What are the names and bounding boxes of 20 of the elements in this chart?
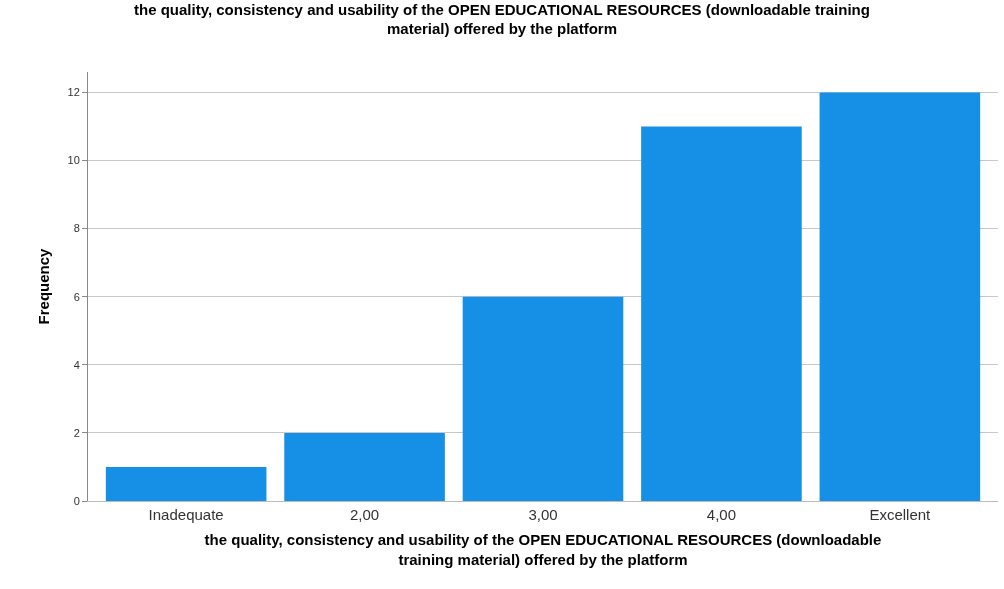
x-tick-label: 3,00 xyxy=(528,506,558,523)
y-tick-label: 0 xyxy=(73,494,80,507)
y-tick-label: 8 xyxy=(73,222,80,235)
y-tick-label: 2 xyxy=(73,426,80,439)
y-axis-title: Frequency xyxy=(34,247,52,325)
y-tick-label: 12 xyxy=(67,86,80,99)
bar xyxy=(284,432,445,501)
x-tick-label: 2,00 xyxy=(349,506,380,523)
bar xyxy=(819,92,981,501)
x-axis-title: the quality, consistency and usability of the OPEN EDUCATIONAL RESOURCES (downloadable training material) offered by the platform xyxy=(204,531,882,568)
x-tick-label: Excellent xyxy=(869,506,932,523)
y-tick-label: 10 xyxy=(67,154,80,167)
bar xyxy=(641,126,802,501)
chart-title: the quality, consistency and usability of the OPEN EDUCATIONAL RESOURCES (downloadable training material) offered by the platform xyxy=(134,0,870,38)
x-tick-label: 4,00 xyxy=(706,506,737,523)
y-tick-label: 4 xyxy=(73,358,80,371)
bar xyxy=(462,296,624,501)
x-tick-label: Inadequate xyxy=(148,506,224,523)
bar xyxy=(105,466,267,501)
y-tick-label: 6 xyxy=(73,290,80,303)
